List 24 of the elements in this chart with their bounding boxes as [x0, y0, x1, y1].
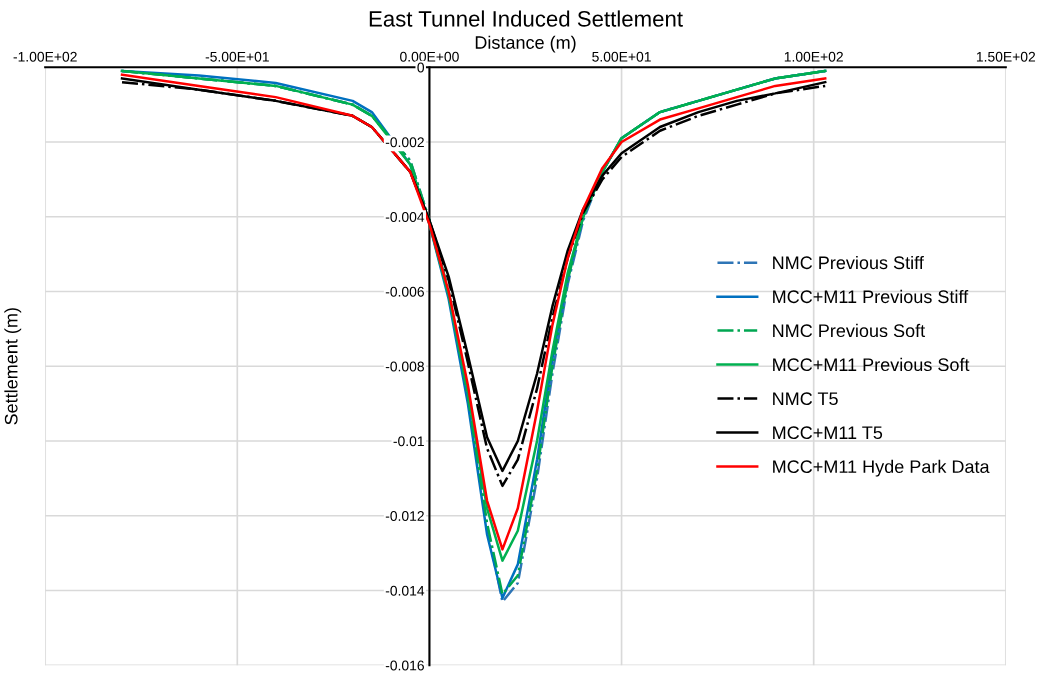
- legend-label: NMC Previous Soft: [773, 323, 926, 338]
- x-tick-label: -5.00E+01: [205, 51, 269, 62]
- chart-title: East Tunnel Induced Settlement: [369, 10, 683, 27]
- y-tick-label: -0.01: [393, 436, 424, 447]
- y-tick-label: -0.012: [385, 511, 424, 521]
- y-tick-label: -0.006: [385, 286, 424, 297]
- x-tick-label: 1.50E+02: [976, 51, 1036, 62]
- legend-label: NMC T5: [773, 392, 838, 406]
- y-tick-label: -0.016: [385, 660, 424, 671]
- legend-label: NMC Previous Stiff: [773, 255, 924, 270]
- legend-label: MCC+M11 Previous Stiff: [773, 289, 969, 304]
- y-tick-label: -0.004: [385, 212, 425, 222]
- y-tick-label: -0.014: [385, 585, 425, 596]
- x-tick-label: -1.00E+02: [13, 51, 77, 62]
- x-tick-label: 1.00E+02: [784, 51, 843, 62]
- legend-label: MCC+M11 Hyde Park Data: [773, 459, 990, 477]
- x-tick-label: 0.00E+00: [400, 51, 459, 62]
- x-tick-label: 5.00E+01: [592, 51, 651, 62]
- y-axis-title: Settlement (m): [4, 308, 22, 425]
- y-tick-label: -0.008: [385, 361, 424, 372]
- legend-label: MCC+M11 Previous Soft: [773, 357, 970, 372]
- y-tick-label: -0.002: [385, 137, 424, 148]
- x-axis-title: Distance (m): [475, 35, 576, 53]
- legend-label: MCC+M11 T5: [773, 426, 883, 440]
